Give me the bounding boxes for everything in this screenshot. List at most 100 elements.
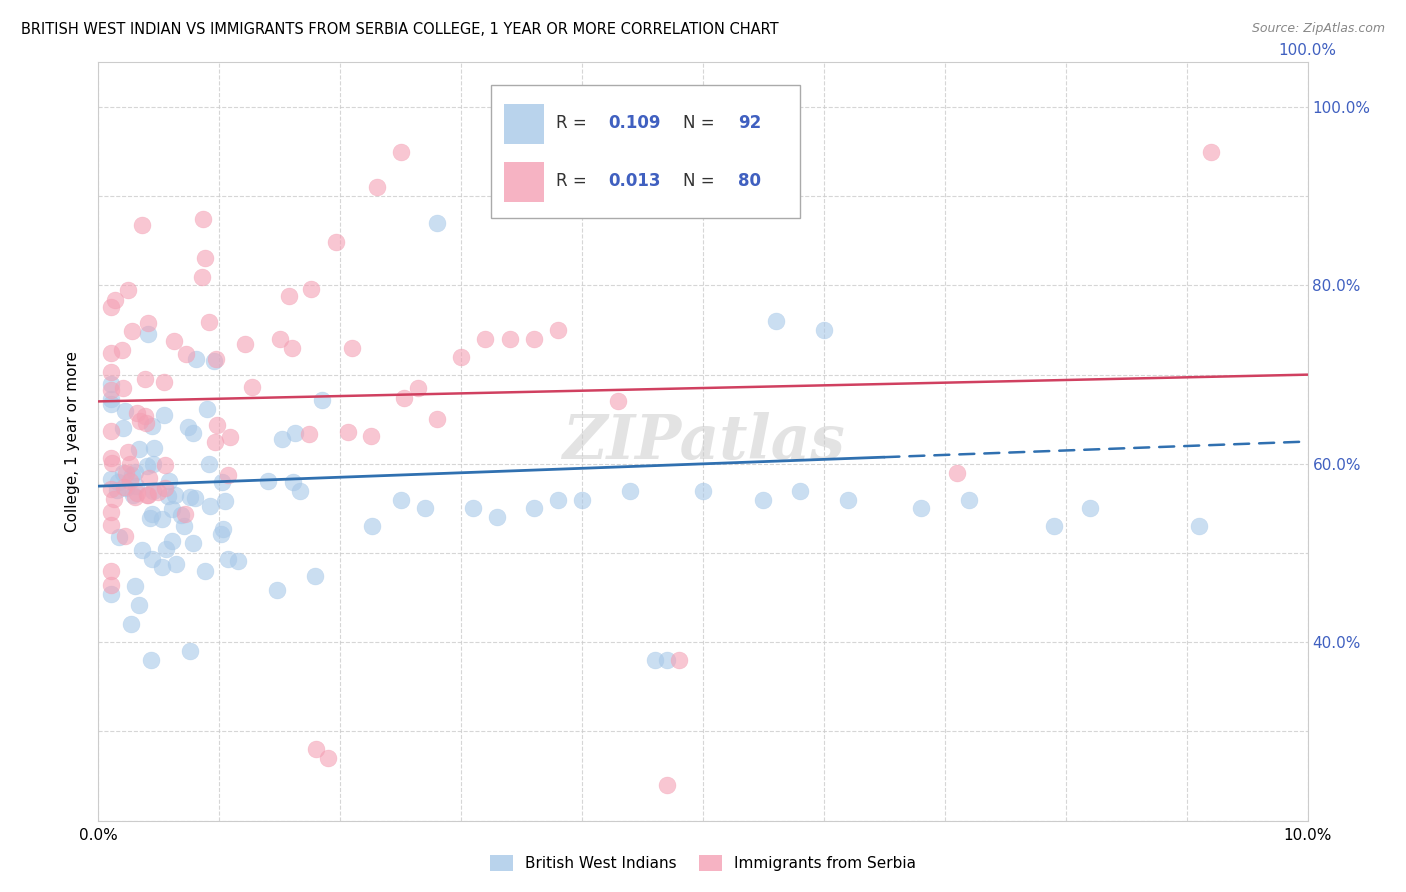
Point xyxy=(195,402,218,417)
Point xyxy=(100,424,122,438)
Point xyxy=(406,381,429,395)
Point xyxy=(305,742,328,756)
Point xyxy=(100,392,122,406)
Point xyxy=(114,403,136,417)
Point xyxy=(105,483,128,497)
Point xyxy=(607,394,630,409)
Point xyxy=(121,468,143,483)
Point xyxy=(112,421,135,435)
Point xyxy=(127,485,149,500)
Point xyxy=(160,501,183,516)
Point xyxy=(150,560,173,574)
Point xyxy=(270,433,292,447)
Point xyxy=(498,332,520,346)
Point xyxy=(122,487,145,501)
Point xyxy=(211,475,233,490)
Point xyxy=(288,483,311,498)
Point xyxy=(298,426,321,441)
Point xyxy=(240,380,263,394)
Point xyxy=(523,501,546,516)
Point xyxy=(174,507,197,521)
Point xyxy=(426,216,449,230)
Point xyxy=(100,587,122,601)
Point xyxy=(394,391,416,405)
Point xyxy=(107,475,129,490)
Point xyxy=(389,145,412,159)
Point xyxy=(198,499,221,513)
Point xyxy=(162,334,184,349)
Point xyxy=(655,778,678,792)
Point xyxy=(181,426,204,441)
Point xyxy=(523,332,546,346)
Text: Source: ZipAtlas.com: Source: ZipAtlas.com xyxy=(1251,22,1385,36)
Text: BRITISH WEST INDIAN VS IMMIGRANTS FROM SERBIA COLLEGE, 1 YEAR OR MORE CORRELATIO: BRITISH WEST INDIAN VS IMMIGRANTS FROM S… xyxy=(21,22,779,37)
Point xyxy=(389,492,412,507)
Point xyxy=(135,488,157,502)
Point xyxy=(100,383,122,397)
Point xyxy=(128,442,150,456)
Point xyxy=(148,485,170,500)
Point xyxy=(281,341,304,355)
Point xyxy=(217,552,239,566)
Point xyxy=(668,653,690,667)
Point xyxy=(124,490,146,504)
Point xyxy=(114,529,136,543)
Point xyxy=(124,579,146,593)
Point xyxy=(134,409,156,424)
Point xyxy=(139,511,162,525)
Point xyxy=(100,365,122,379)
Point xyxy=(194,251,217,265)
Point xyxy=(413,501,436,516)
Point xyxy=(115,481,138,495)
Point xyxy=(752,492,775,507)
Point xyxy=(118,474,141,488)
Point xyxy=(256,474,278,488)
Point xyxy=(138,488,160,502)
Point xyxy=(692,483,714,498)
Point xyxy=(100,300,122,314)
Point xyxy=(100,397,122,411)
Point xyxy=(278,289,301,303)
Point xyxy=(1199,145,1222,159)
Point xyxy=(179,490,201,504)
Point xyxy=(214,494,236,508)
Point xyxy=(910,501,932,516)
Point xyxy=(101,457,124,471)
Point xyxy=(191,269,214,284)
Point xyxy=(571,492,593,507)
Point xyxy=(361,519,384,533)
Point xyxy=(100,472,122,486)
Point xyxy=(1078,501,1101,516)
Point xyxy=(142,483,165,498)
Point xyxy=(226,554,249,568)
Point xyxy=(202,354,225,368)
Point xyxy=(450,350,472,364)
Point xyxy=(284,425,307,440)
Point xyxy=(135,459,157,474)
Point xyxy=(765,314,787,328)
Point xyxy=(366,180,388,194)
Point xyxy=(957,492,980,507)
Point xyxy=(155,481,177,495)
Point xyxy=(191,212,214,227)
Point xyxy=(342,341,364,355)
Point xyxy=(100,517,122,532)
Point xyxy=(360,429,382,443)
Point xyxy=(198,315,221,329)
Point xyxy=(141,552,163,566)
Point xyxy=(131,542,153,557)
Point xyxy=(100,376,122,391)
Point xyxy=(125,479,148,493)
Point xyxy=(173,519,195,533)
Point xyxy=(547,492,569,507)
Point xyxy=(789,483,811,498)
Point xyxy=(150,512,173,526)
Point xyxy=(153,458,176,472)
Point xyxy=(141,507,163,521)
Point xyxy=(135,416,157,430)
Point xyxy=(136,326,159,341)
Point xyxy=(218,430,240,444)
Point xyxy=(184,351,207,366)
Y-axis label: College, 1 year or more: College, 1 year or more xyxy=(65,351,80,532)
Point xyxy=(155,542,177,557)
